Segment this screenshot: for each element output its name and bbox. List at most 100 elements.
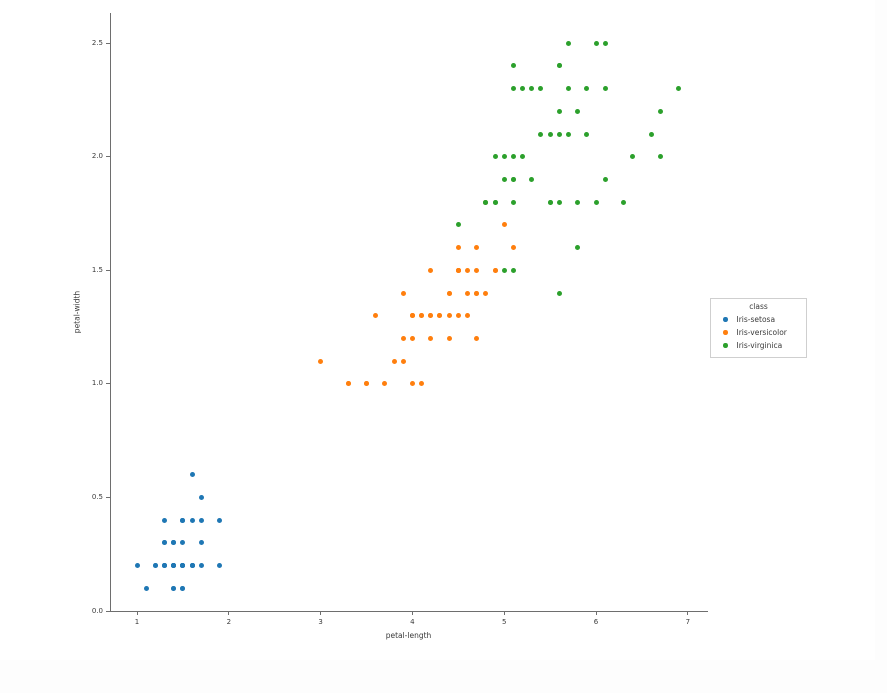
data-point-iris-virginica xyxy=(547,131,553,137)
data-point-iris-virginica xyxy=(593,40,599,46)
legend-label: Iris-versicolor xyxy=(736,328,787,337)
legend-marker-icon xyxy=(723,330,728,335)
data-point-iris-virginica xyxy=(501,267,507,273)
data-point-iris-virginica xyxy=(602,176,608,182)
data-point-iris-virginica xyxy=(556,290,562,296)
data-point-iris-virginica xyxy=(575,245,581,251)
data-point-iris-versicolor xyxy=(373,313,379,319)
data-point-iris-versicolor xyxy=(428,335,434,341)
data-point-iris-virginica xyxy=(584,86,590,92)
y-tick-label: 0.0 xyxy=(91,606,103,615)
data-point-iris-virginica xyxy=(556,131,562,137)
data-point-iris-versicolor xyxy=(428,267,434,273)
y-tick-label: 2.5 xyxy=(91,38,103,47)
data-point-iris-versicolor xyxy=(474,267,480,273)
y-tick-mark xyxy=(106,383,110,385)
y-tick-label: 1.5 xyxy=(91,265,103,274)
data-point-iris-versicolor xyxy=(400,290,406,296)
data-point-iris-setosa xyxy=(180,585,186,591)
data-point-iris-versicolor xyxy=(419,381,425,387)
x-tick-mark xyxy=(320,611,322,615)
data-point-iris-setosa xyxy=(171,585,177,591)
x-tick-label: 1 xyxy=(134,618,140,626)
data-point-iris-versicolor xyxy=(464,313,470,319)
data-point-iris-versicolor xyxy=(483,290,489,296)
data-point-iris-versicolor xyxy=(501,222,507,228)
data-point-iris-versicolor xyxy=(446,313,452,319)
data-point-iris-virginica xyxy=(520,154,526,160)
data-point-iris-virginica xyxy=(593,199,599,205)
data-point-iris-setosa xyxy=(217,563,223,569)
legend-item: Iris-versicolor xyxy=(715,326,802,339)
data-point-iris-virginica xyxy=(492,199,498,205)
data-point-iris-virginica xyxy=(648,131,654,137)
data-point-iris-virginica xyxy=(556,108,562,114)
data-point-iris-versicolor xyxy=(400,335,406,341)
data-point-iris-versicolor xyxy=(364,381,369,387)
data-point-iris-virginica xyxy=(556,199,562,205)
data-point-iris-versicolor xyxy=(318,358,324,364)
y-tick-mark xyxy=(106,42,110,44)
x-axis-label: petal-length xyxy=(385,631,432,640)
data-point-iris-setosa xyxy=(143,585,149,591)
data-point-iris-setosa xyxy=(180,517,186,523)
y-tick-mark xyxy=(106,496,110,498)
data-point-iris-virginica xyxy=(565,40,571,46)
data-point-iris-virginica xyxy=(565,131,571,137)
x-tick-label: 3 xyxy=(318,618,323,626)
x-tick-label: 2 xyxy=(226,618,232,626)
data-point-iris-virginica xyxy=(455,222,461,228)
data-point-iris-setosa xyxy=(189,563,195,569)
scatter-plot-figure: 1 2 3 4 5 6 7 0.0 0.5 1.0 1.5 2.0 2.5 petal-length p… xyxy=(72,13,807,640)
data-point-iris-virginica xyxy=(492,154,498,160)
legend-title: class xyxy=(749,302,768,311)
data-point-iris-virginica xyxy=(575,199,581,205)
data-point-iris-virginica xyxy=(510,86,516,92)
legend-marker-icon xyxy=(723,317,728,322)
y-tick-label: 2.0 xyxy=(91,152,103,161)
data-point-iris-virginica xyxy=(510,199,516,205)
data-point-iris-setosa xyxy=(162,517,168,523)
data-point-iris-versicolor xyxy=(446,290,452,296)
data-point-iris-setosa xyxy=(198,540,204,546)
data-point-iris-virginica xyxy=(501,154,507,160)
x-tick-mark xyxy=(687,611,689,615)
legend-label: Iris-virginica xyxy=(736,341,783,350)
data-point-iris-setosa xyxy=(198,563,204,569)
data-point-iris-virginica xyxy=(621,199,627,205)
plot-area: 1 2 3 4 5 6 7 0.0 0.5 1.0 1.5 2.0 2.5 xyxy=(92,13,708,626)
data-point-iris-virginica xyxy=(676,86,682,92)
data-point-iris-versicolor xyxy=(400,358,406,364)
data-point-iris-virginica xyxy=(584,131,590,137)
x-tick-mark xyxy=(503,611,505,615)
data-point-iris-setosa xyxy=(189,472,195,478)
data-point-iris-virginica xyxy=(510,63,516,69)
data-point-iris-virginica xyxy=(538,86,544,92)
legend-label: Iris-setosa xyxy=(736,315,776,324)
y-tick-label: 0.5 xyxy=(91,492,103,501)
data-point-iris-versicolor xyxy=(446,335,452,341)
data-point-iris-versicolor xyxy=(391,358,397,364)
data-point-iris-versicolor xyxy=(345,381,351,387)
data-point-iris-setosa xyxy=(217,517,223,523)
data-point-iris-versicolor xyxy=(455,245,461,251)
data-point-iris-versicolor xyxy=(409,313,415,319)
data-point-iris-virginica xyxy=(510,267,516,273)
data-point-iris-setosa xyxy=(134,563,140,569)
data-point-iris-versicolor xyxy=(409,335,415,341)
data-point-iris-versicolor xyxy=(464,290,470,296)
data-point-iris-setosa xyxy=(171,563,177,569)
legend-item: Iris-virginica xyxy=(715,339,802,352)
data-point-iris-versicolor xyxy=(492,267,498,273)
data-point-iris-virginica xyxy=(529,176,535,182)
data-point-iris-setosa xyxy=(162,540,168,546)
data-point-iris-versicolor xyxy=(474,290,480,296)
data-point-iris-setosa xyxy=(162,563,168,569)
data-point-iris-versicolor xyxy=(464,267,470,273)
data-point-iris-setosa xyxy=(152,563,158,569)
legend-items: Iris-setosa Iris-versicolor Iris-virginica xyxy=(715,313,802,352)
y-tick-label: 1.0 xyxy=(91,379,103,388)
data-point-iris-setosa xyxy=(198,517,204,523)
data-point-iris-virginica xyxy=(547,199,553,205)
data-point-iris-versicolor xyxy=(437,313,443,319)
